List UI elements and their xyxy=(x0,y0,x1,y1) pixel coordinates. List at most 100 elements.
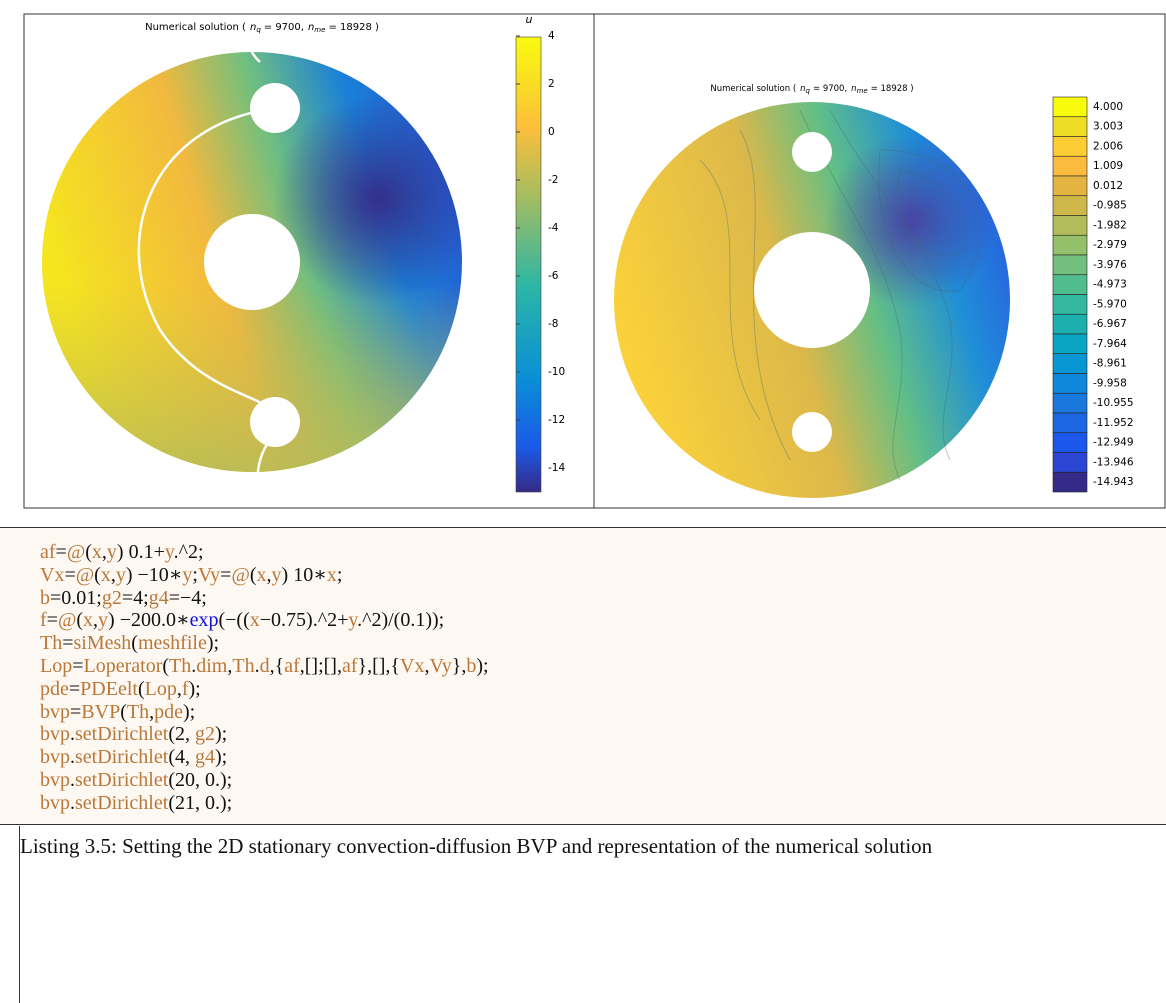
code-token: ); xyxy=(214,746,228,769)
code-token: y xyxy=(271,563,282,586)
title-part: Numerical solution ( xyxy=(145,22,246,33)
code-token: . xyxy=(191,654,197,677)
code-token: dim xyxy=(196,654,228,677)
code-token: ) 0.1+ xyxy=(116,541,165,563)
code-listing: af=@(x,y) 0.1+y.^2; Vx=@(x,y) −10∗y;Vy=@(… xyxy=(0,527,1166,825)
code-token: ( xyxy=(94,563,101,586)
code-token: g4 xyxy=(148,586,169,609)
listing-caption: Listing 3.5: Setting the 2D stationary c… xyxy=(20,834,933,858)
colorbar-tick-label: 2.006 xyxy=(1093,140,1123,152)
title-part: me xyxy=(314,26,325,34)
code-token: (2, xyxy=(168,723,195,746)
code-token: Vy xyxy=(197,563,221,586)
title-part: = 9700, xyxy=(813,84,847,94)
colorbar-tick-label: -14 xyxy=(548,462,565,474)
colorbar-band xyxy=(1052,294,1088,315)
code-token: y xyxy=(164,541,174,563)
code-line: af=@(x,y) 0.1+y.^2; xyxy=(0,541,1166,564)
code-token: af xyxy=(341,654,358,677)
code-token: = xyxy=(220,563,232,586)
colorbar-band xyxy=(1052,313,1088,335)
code-token: ); xyxy=(206,632,220,655)
code-token: Loperator xyxy=(83,654,163,677)
disk-right xyxy=(614,102,1010,498)
code-token: = xyxy=(46,609,58,632)
title-part: Numerical solution ( xyxy=(710,84,796,94)
code-token: @ xyxy=(231,563,250,586)
code-token: bvp xyxy=(40,700,70,723)
code-line: Th=siMesh(meshfile); xyxy=(0,632,1166,655)
code-token: (4, xyxy=(168,746,195,769)
code-token: x xyxy=(249,609,260,632)
title-part: q xyxy=(256,26,261,34)
title-part: n xyxy=(308,22,314,33)
colorbar-tick-label: -8 xyxy=(548,318,558,330)
code-token: , xyxy=(149,700,155,723)
code-token: @ xyxy=(57,609,77,632)
colorbar-tick-label: -6.967 xyxy=(1093,318,1127,330)
colorbar-tick-label: -9.958 xyxy=(1093,377,1127,389)
code-token: ); xyxy=(182,700,196,723)
colorbar-band xyxy=(1052,215,1088,236)
code-token: Th xyxy=(232,654,255,677)
code-token: BVP xyxy=(81,700,121,723)
figures: Numerical solution (nq = 9700, nme = 18928 … xyxy=(23,13,1166,509)
colorbar-tick-label: -12 xyxy=(548,414,565,426)
code-token: , xyxy=(101,541,107,563)
title-part: = 18928 ) xyxy=(328,22,379,33)
code-token: ) −10∗ xyxy=(125,563,183,586)
code-token: pde xyxy=(40,677,69,700)
figure-title: Numerical solution (nq = 9700, nme = 18928 … xyxy=(710,84,913,96)
title-part: = 9700, xyxy=(264,22,304,33)
code-token: y xyxy=(115,563,126,586)
code-token: , xyxy=(176,677,182,700)
colorbar-tick-label: 0.012 xyxy=(1093,180,1123,192)
code-token: Vy xyxy=(429,654,452,677)
colorbar-tick-label: -13.946 xyxy=(1093,456,1134,468)
colorbar-tick-label: 0 xyxy=(548,126,555,138)
margin-rule xyxy=(19,826,20,1003)
code-token: ,[];[], xyxy=(299,654,342,677)
code-token: setDirichlet xyxy=(75,746,169,769)
code-token: . xyxy=(70,791,75,814)
colorbar-tick-label: 4 xyxy=(548,30,555,42)
code-token: Th xyxy=(126,700,150,723)
code-token: Lop xyxy=(40,654,73,677)
code-token: .^2)/(0.1)); xyxy=(357,609,445,632)
code-token: =4; xyxy=(121,586,149,609)
colorbar-band xyxy=(1052,471,1088,493)
code-token: . xyxy=(70,723,75,746)
code-token: setDirichlet xyxy=(75,723,169,746)
colorbar-tick-label: -8.961 xyxy=(1093,358,1127,370)
code-token: g2 xyxy=(194,723,215,746)
code-token: = xyxy=(68,677,81,700)
code-line: bvp.setDirichlet(4, g4); xyxy=(0,746,1166,769)
colorbar-tick-label: -11.952 xyxy=(1093,417,1134,429)
colorbar-band xyxy=(1052,373,1088,394)
code-token: ( xyxy=(76,609,84,632)
colorbar-label: u xyxy=(526,13,533,26)
code-token: (21, 0.); xyxy=(168,791,233,814)
code-token: af xyxy=(284,654,300,677)
code-token: meshfile xyxy=(137,632,207,655)
code-token: g2 xyxy=(101,586,122,609)
colorbar-tick-label: -2.979 xyxy=(1093,239,1127,251)
code-token: = xyxy=(70,700,82,723)
code-token: . xyxy=(70,768,75,791)
colorbar-tick-label: -1.982 xyxy=(1093,219,1127,231)
code-token: =−4; xyxy=(168,586,207,609)
colorbar-band xyxy=(1052,392,1088,414)
code-token: d xyxy=(259,654,270,677)
colorbar-band xyxy=(1052,175,1088,197)
code-token: ; xyxy=(192,563,198,586)
colorbar-tick-label: -7.964 xyxy=(1093,338,1127,350)
code-token: ,{ xyxy=(269,654,285,677)
code-token: bvp xyxy=(40,746,70,769)
code-token: af xyxy=(40,541,56,563)
code-line: Lop=Loperator(Th.dim,Th.d,{af,[];[],af},… xyxy=(0,655,1166,678)
code-token: x xyxy=(83,609,94,632)
colorbar-band xyxy=(1052,333,1088,355)
code-token: Lop xyxy=(144,677,177,700)
code-token: Th xyxy=(40,632,63,655)
code-token: = xyxy=(64,563,76,586)
